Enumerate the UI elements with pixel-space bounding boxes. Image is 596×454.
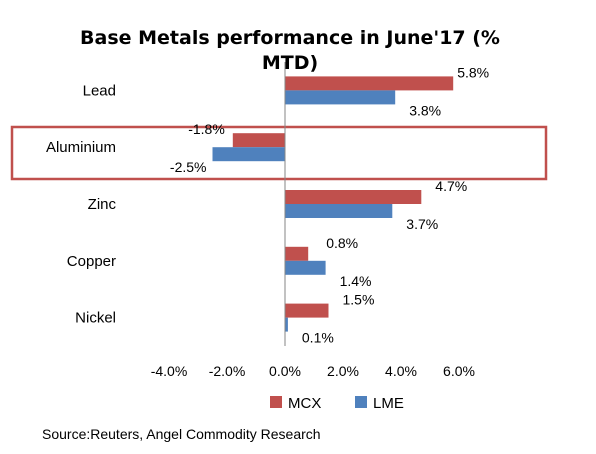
bar-mcx-copper bbox=[285, 246, 309, 261]
bar-mcx-lead bbox=[285, 76, 454, 91]
data-label-lme-nickel: 0.1% bbox=[302, 330, 334, 346]
category-label-lead: Lead bbox=[83, 82, 116, 99]
source-note: Source:Reuters, Angel Commodity Research bbox=[42, 426, 321, 442]
data-label-mcx-copper: 0.8% bbox=[326, 235, 358, 251]
bar-lme-lead bbox=[285, 90, 396, 105]
bar-lme-copper bbox=[285, 260, 326, 275]
bar-mcx-aluminium bbox=[232, 133, 285, 148]
data-label-lme-aluminium: -2.5% bbox=[170, 159, 207, 175]
legend-swatch-mcx bbox=[270, 396, 282, 408]
category-label-copper: Copper bbox=[67, 253, 116, 270]
bar-lme-zinc bbox=[285, 204, 393, 218]
data-label-lme-lead: 3.8% bbox=[409, 102, 441, 118]
chart-title-line-1: Base Metals performance in June'17 (% bbox=[80, 27, 500, 49]
bar-mcx-zinc bbox=[285, 190, 422, 204]
legend-label-lme: LME bbox=[373, 395, 404, 412]
bar-mcx-nickel bbox=[285, 303, 329, 318]
data-label-lme-copper: 1.4% bbox=[340, 273, 372, 289]
data-label-mcx-lead: 5.8% bbox=[457, 64, 489, 80]
x-tick-label: -2.0% bbox=[209, 363, 246, 379]
data-label-mcx-zinc: 4.7% bbox=[435, 178, 467, 194]
x-tick-label: 4.0% bbox=[385, 363, 417, 379]
legend-swatch-lme bbox=[355, 396, 367, 408]
category-label-nickel: Nickel bbox=[75, 310, 116, 327]
aluminium-highlight-box bbox=[10, 125, 548, 181]
legend: MCX LME bbox=[270, 395, 404, 412]
legend-label-mcx: MCX bbox=[288, 395, 321, 412]
chart-title-line-2: MTD) bbox=[262, 52, 318, 74]
data-label-mcx-aluminium: -1.8% bbox=[188, 121, 225, 137]
bar-lme-nickel bbox=[285, 317, 288, 332]
x-tick-label: -4.0% bbox=[151, 363, 188, 379]
category-label-zinc: Zinc bbox=[88, 196, 117, 213]
x-tick-label: 6.0% bbox=[443, 363, 475, 379]
x-tick-label: 0.0% bbox=[269, 363, 301, 379]
category-label-aluminium: Aluminium bbox=[46, 139, 116, 156]
x-tick-label: 2.0% bbox=[327, 363, 359, 379]
bar-lme-aluminium bbox=[212, 147, 285, 162]
data-label-mcx-nickel: 1.5% bbox=[343, 292, 375, 308]
data-label-lme-zinc: 3.7% bbox=[406, 216, 438, 232]
